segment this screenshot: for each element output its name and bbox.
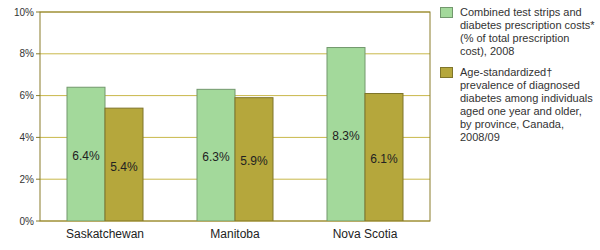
bar bbox=[235, 98, 273, 221]
category-label: Saskatchewan bbox=[66, 227, 144, 241]
tick-label: 0% bbox=[20, 216, 35, 227]
tick-mark bbox=[36, 53, 40, 54]
legend-label: Age-standardized† prevalence of diagnose… bbox=[460, 66, 593, 143]
data-label: 6.3% bbox=[202, 150, 230, 164]
bars bbox=[67, 48, 403, 221]
category-label: Manitoba bbox=[210, 227, 260, 241]
legend: Combined test strips and diabetes prescr… bbox=[440, 6, 596, 152]
legend-item: Age-standardized† prevalence of diagnose… bbox=[440, 66, 596, 144]
chart-wrapper: 0% 2% 4% 6% 8% 10% 6.4% 5.4% 6.3% 5.9% 8.3% 6.1% Sas… bbox=[0, 0, 600, 250]
legend-swatch bbox=[440, 67, 453, 78]
tick-label: 8% bbox=[20, 48, 35, 59]
data-labels: 6.4% 5.4% 6.3% 5.9% 8.3% 6.1% bbox=[72, 129, 398, 173]
tick-label: 4% bbox=[20, 132, 35, 143]
legend-swatch bbox=[440, 7, 453, 18]
bar bbox=[365, 94, 403, 221]
grid-line bbox=[40, 53, 430, 54]
tick-mark bbox=[36, 221, 40, 222]
legend-label: Combined test strips and diabetes prescr… bbox=[460, 6, 595, 57]
tick-label: 6% bbox=[20, 90, 35, 101]
plot-frame bbox=[40, 12, 430, 221]
data-label: 5.9% bbox=[240, 154, 268, 168]
tick-label: 10% bbox=[14, 7, 34, 18]
tick-mark bbox=[36, 12, 40, 13]
data-label: 8.3% bbox=[332, 129, 360, 143]
data-label: 6.4% bbox=[72, 149, 100, 163]
category-label: Nova Scotia bbox=[333, 227, 398, 241]
bar bbox=[67, 87, 105, 221]
data-label: 6.1% bbox=[370, 152, 398, 166]
tick-label: 2% bbox=[20, 174, 35, 185]
tick-mark bbox=[36, 95, 40, 96]
bar bbox=[105, 108, 143, 221]
bar bbox=[197, 89, 235, 221]
data-label: 5.4% bbox=[110, 160, 138, 174]
tick-mark bbox=[36, 137, 40, 138]
bar bbox=[327, 48, 365, 221]
legend-item: Combined test strips and diabetes prescr… bbox=[440, 6, 596, 58]
tick-mark bbox=[36, 179, 40, 180]
